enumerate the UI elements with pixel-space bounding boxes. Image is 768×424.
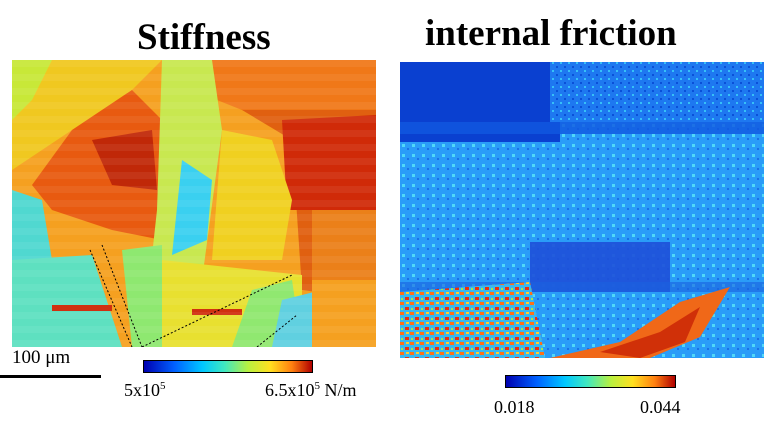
stiffness-colorbar-max-label: 6.5x105 N/m <box>265 380 357 400</box>
internal-friction-map-image <box>400 62 764 358</box>
stiffness-title: Stiffness <box>137 17 271 58</box>
stiffness-colorbar-min-label: 5x105 <box>124 380 166 400</box>
friction-colorbar-max-label: 0.044 <box>640 397 681 417</box>
internal-friction-title: internal friction <box>425 13 677 54</box>
stiffness-map-image <box>12 60 376 347</box>
stiffness-colorbar <box>143 360 313 373</box>
scale-bar-label: 100 μm <box>12 347 71 368</box>
friction-colorbar-min-label: 0.018 <box>494 397 535 417</box>
scale-bar <box>0 375 101 378</box>
internal-friction-colorbar <box>505 375 676 388</box>
